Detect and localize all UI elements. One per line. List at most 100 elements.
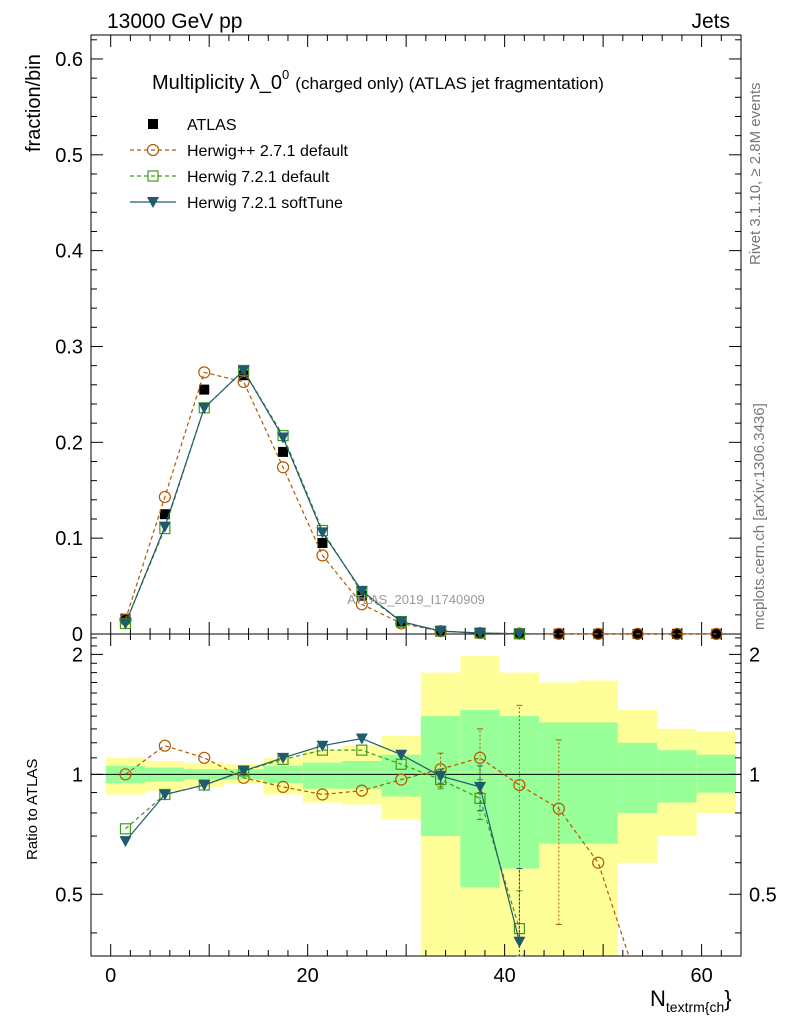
main-point-3 [277, 432, 290, 444]
ratio-point-2 [474, 781, 487, 793]
main-point-0 [317, 537, 328, 548]
ratio-ytick-label: 1 [72, 764, 83, 786]
ratio-point-2 [277, 752, 290, 764]
main-point-3 [119, 618, 132, 630]
ratio-series [119, 704, 630, 957]
main-point-0 [671, 628, 682, 639]
main-ytick-label: 0 [72, 624, 83, 646]
main-point-0 [159, 509, 170, 520]
ratio-point-0 [592, 856, 605, 869]
ratio-point-0 [276, 780, 290, 793]
header-right: Jets [691, 10, 730, 33]
main-ylabel: fraction/bin [23, 54, 45, 152]
ratio-point-2 [237, 765, 250, 777]
main-ytick-label: 0.1 [55, 528, 83, 550]
ratio-point-0 [198, 751, 211, 764]
ratio-series-line-0 [125, 745, 630, 956]
green-band [578, 722, 618, 844]
uncertainty-bands [105, 656, 737, 956]
main-ytick-label: 0.5 [55, 145, 83, 167]
green-band [617, 742, 658, 813]
green-band [342, 761, 382, 789]
legend-marker-1 [146, 143, 160, 157]
ratio-xtick-label: 40 [494, 965, 516, 987]
main-point-3 [474, 628, 487, 640]
xlabel-sub: textrm{ch [666, 999, 724, 1015]
ratio-point-0 [473, 751, 487, 764]
main-point-3 [158, 521, 171, 533]
watermark: ATLAS_2019_I1740909 [347, 592, 485, 607]
ratio-point-0 [119, 768, 132, 781]
ratio-point-2 [198, 780, 211, 792]
ratio-point-0 [513, 778, 526, 792]
main-ytick-label: 0.3 [55, 336, 83, 358]
xlabel-main: N [650, 986, 666, 1011]
ratio-point-2 [513, 936, 526, 948]
main-series-line-1 [124, 371, 717, 635]
ratio-frame [90, 633, 742, 957]
legend-label-0: ATLAS [187, 117, 237, 134]
plot-frames [90, 34, 742, 957]
main-point-1 [552, 627, 565, 640]
ratio-point-0 [395, 773, 408, 786]
main-point-3 [513, 628, 526, 640]
ratio-ytick-label-right: 0.5 [749, 884, 777, 906]
main-point-3 [198, 402, 211, 414]
ratio-point-0 [552, 802, 565, 815]
ratio-point-2 [355, 733, 368, 745]
ratio-point-0 [316, 788, 329, 801]
ratio-point-2 [316, 740, 329, 752]
legend-marker-0 [148, 119, 158, 129]
main-point-3 [237, 365, 250, 377]
title-rest: (charged only) (ATLAS jet fragmentation) [295, 74, 604, 93]
title-sup: 0 [282, 67, 289, 82]
main-point-1 [631, 627, 644, 641]
main-point-3 [395, 616, 408, 628]
ratio-point-2 [158, 789, 171, 801]
main-point-1 [316, 549, 329, 562]
x-axis-title: Ntextrm{ch} [650, 986, 732, 1015]
xlabel-tail: } [724, 986, 731, 1011]
ratio-point-1 [119, 823, 132, 835]
main-point-3 [434, 626, 447, 638]
main-point-1 [592, 627, 605, 641]
axis-ticks: 0 0.1 0.2 0.3 0.4 0.5 0.6 0 20 40 60 0.5 0.5 1 1 2 2 [55, 35, 777, 987]
main-point-1 [670, 627, 684, 641]
ratio-xtick-label: 20 [297, 965, 319, 987]
green-band [302, 762, 343, 789]
ratio-point-0 [158, 739, 171, 752]
legend-label-2: Herwig 7.2.1 default [187, 169, 330, 186]
legend: ATLAS Herwig++ 2.7.1 default Herwig 7.2.1 … [130, 117, 349, 212]
ratio-ytick-label-right: 2 [749, 644, 760, 666]
main-series [119, 364, 723, 641]
ratio-point-0 [355, 784, 368, 797]
main-point-1 [276, 461, 290, 474]
main-point-3 [355, 585, 368, 597]
main-point-0 [553, 628, 564, 639]
main-point-3 [316, 527, 329, 539]
main-point-1 [355, 598, 368, 611]
legend-marker-2 [147, 170, 159, 182]
main-point-1 [710, 627, 723, 641]
ratio-point-2 [395, 749, 408, 761]
main-point-1 [198, 366, 211, 379]
main-ytick-label: 0.6 [55, 49, 83, 71]
ratio-point-2 [119, 836, 132, 848]
legend-marker-3 [147, 197, 159, 208]
ratio-ylabel: Ratio to ATLAS [24, 759, 41, 860]
main-point-1 [158, 490, 171, 504]
ratio-ytick-label: 2 [72, 644, 83, 666]
ratio-ytick-label: 0.5 [55, 884, 83, 906]
plot-title: Multiplicity λ_00 (charged only) (ATLAS j… [152, 67, 604, 94]
rivet-label: Rivet 3.1.10, ≥ 2.8M events [747, 83, 764, 266]
legend-label-3: Herwig 7.2.1 softTune [187, 195, 343, 212]
main-point-0 [199, 384, 210, 395]
main-ytick-label: 0.4 [55, 241, 83, 263]
main-ytick-label: 0.2 [55, 432, 83, 454]
ratio-xtick-label: 60 [690, 965, 712, 987]
green-band [657, 750, 697, 803]
main-point-1 [237, 375, 250, 389]
main-point-0 [278, 446, 289, 457]
ratio-point-1 [356, 744, 368, 756]
